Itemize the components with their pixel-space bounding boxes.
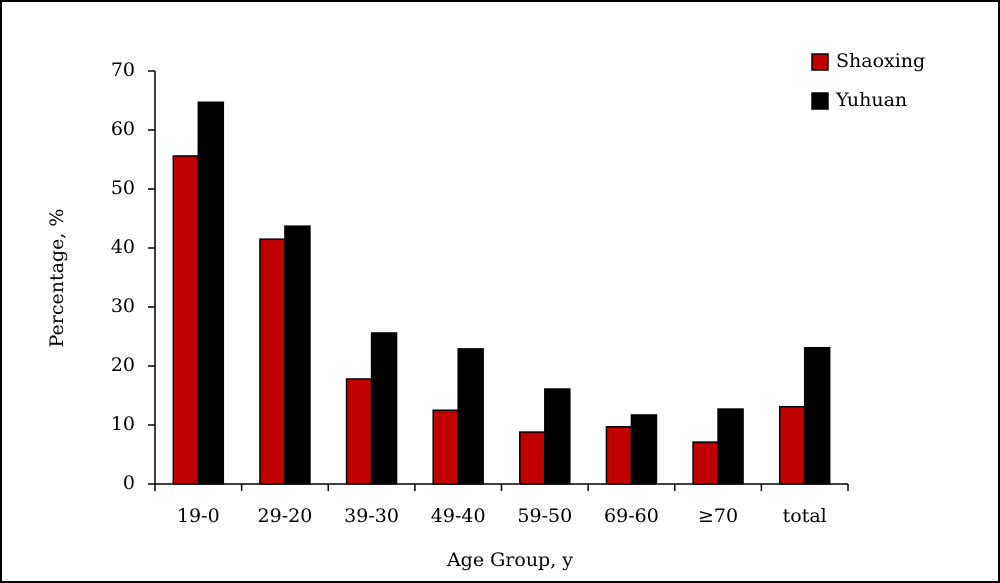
bar — [605, 426, 633, 485]
y-tick-label: 30 — [111, 295, 135, 317]
y-tick-label: 40 — [111, 236, 135, 258]
legend-label: Yuhuan — [835, 89, 907, 111]
bar — [630, 414, 658, 485]
y-tick-label: 70 — [111, 59, 135, 81]
bar — [692, 441, 719, 485]
x-tick-label: 69-60 — [604, 505, 659, 527]
legend-label: Shaoxing — [836, 50, 925, 72]
bar — [345, 378, 373, 485]
y-axis-label: Percentage, % — [46, 209, 68, 348]
x-tick-label: 39-30 — [344, 505, 399, 527]
y-tick-label: 60 — [111, 118, 135, 140]
y-tick-label: 50 — [111, 177, 135, 199]
x-tick-label: 29-20 — [258, 505, 313, 527]
y-tick-label: 0 — [123, 472, 135, 494]
bar — [259, 238, 286, 485]
bar — [172, 155, 200, 485]
bar — [370, 332, 398, 485]
bar — [284, 225, 311, 485]
bar — [519, 431, 546, 485]
bar — [778, 405, 806, 485]
bar — [717, 408, 744, 485]
bar — [803, 346, 831, 485]
x-tick-label: ≥70 — [698, 505, 738, 527]
legend-swatch — [811, 53, 829, 71]
x-tick-label: 19-0 — [177, 505, 220, 527]
x-axis-label: Age Group, y — [446, 549, 573, 571]
y-tick-label: 20 — [111, 354, 135, 376]
x-tick-label: 59-50 — [517, 505, 572, 527]
y-tick-label: 10 — [111, 413, 135, 435]
legend-swatch — [811, 92, 829, 110]
bar — [457, 348, 484, 485]
x-tick-label: 49-40 — [431, 505, 486, 527]
bar — [432, 409, 459, 485]
x-tick-label: total — [783, 505, 827, 527]
bar — [197, 101, 225, 485]
bar — [544, 388, 571, 485]
